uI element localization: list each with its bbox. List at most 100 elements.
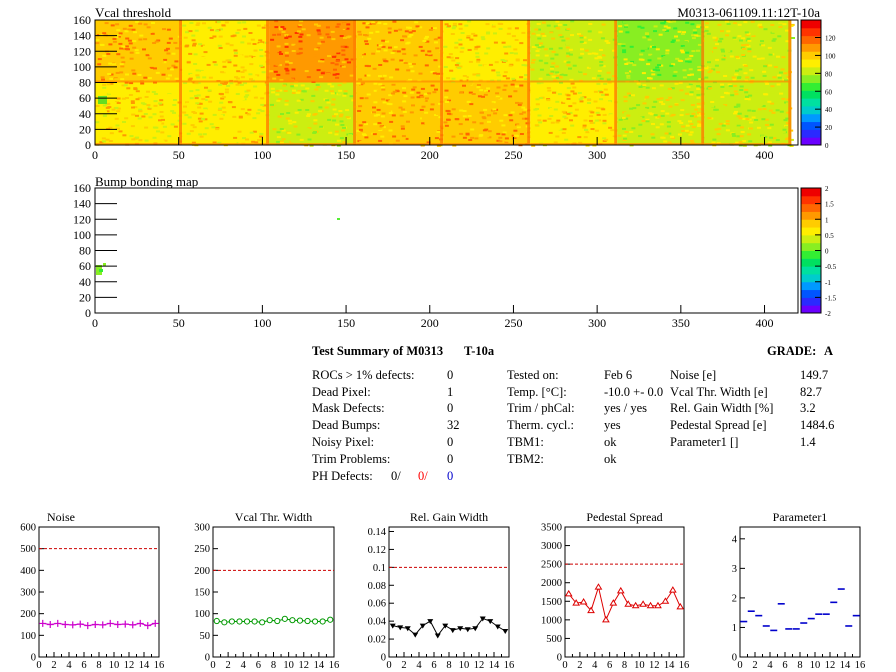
vcal-pixel xyxy=(132,40,137,43)
vcal-pixel xyxy=(224,91,229,94)
vcal-pixel xyxy=(510,111,515,114)
defect-value-1: 1 xyxy=(447,384,454,399)
vcal-pixel xyxy=(204,86,208,89)
vcal-pixel xyxy=(150,32,155,35)
vcal-pixel xyxy=(539,81,544,84)
vcal-pixel xyxy=(712,138,717,141)
vcal-pixel xyxy=(194,97,199,100)
vcal-pixel xyxy=(783,77,788,80)
vcal-pixel xyxy=(729,65,734,68)
vcal-pixel xyxy=(162,28,166,31)
vcal-pixel xyxy=(291,64,296,67)
plot-point xyxy=(564,589,573,597)
vcal-pixel xyxy=(372,67,377,70)
vcal-pixel xyxy=(391,81,396,84)
vcal-pixel xyxy=(551,37,556,40)
vcal-pixel xyxy=(512,79,517,82)
vcal-pixel xyxy=(598,90,603,93)
vcal-pixel xyxy=(284,45,289,48)
vcal-pixel xyxy=(193,63,198,65)
vcal-pixel xyxy=(542,119,547,122)
vcal-roc-edge xyxy=(443,80,531,83)
vcal-pixel xyxy=(371,21,376,24)
vcal-pixel xyxy=(519,42,524,45)
vcal-pixel xyxy=(765,124,769,126)
vcal-pixel xyxy=(102,32,107,35)
vcal-pixel xyxy=(400,77,404,80)
vcal-pixel xyxy=(375,30,380,33)
vcal-pixel xyxy=(202,82,207,85)
plot-title: Noise xyxy=(47,510,75,524)
vcal-pixel xyxy=(462,75,467,77)
vcal-pixel xyxy=(260,41,265,44)
plot-xtick-label: 14 xyxy=(489,660,500,671)
vcal-pixel xyxy=(608,126,613,129)
vcal-pixel xyxy=(651,73,656,76)
vcal-pixel xyxy=(400,125,405,128)
vcal-pixel xyxy=(297,25,302,28)
vcal-pixel xyxy=(717,127,722,130)
vcal-pixel xyxy=(234,133,239,136)
condition-value-1: -10.0 +- 0.0 xyxy=(604,384,664,399)
vcal-pixel xyxy=(497,129,502,132)
bump-zscale-band xyxy=(801,203,821,212)
vcal-pixel xyxy=(696,102,701,105)
vcal-pixel xyxy=(249,63,254,66)
plot-xtick-label: 0 xyxy=(386,660,391,671)
vcal-pixel xyxy=(783,72,788,75)
plot-ytick-label: 50 xyxy=(200,631,211,642)
vcal-pixel xyxy=(277,102,282,104)
vcal-pixel xyxy=(476,60,481,63)
vcal-pixel xyxy=(704,26,709,29)
plot-point xyxy=(419,623,426,629)
vcal-pixel xyxy=(271,116,275,119)
vcal-pixel xyxy=(744,115,749,118)
vcal-roc-edge xyxy=(269,80,357,83)
vcal-pixel xyxy=(108,126,113,129)
vcal-dead-bumps xyxy=(98,96,107,104)
vcal-pixel xyxy=(479,111,484,114)
vcal-pixel xyxy=(366,93,371,96)
vcal-pixel xyxy=(486,32,490,35)
vcal-pixel xyxy=(596,113,601,116)
vcal-pixel xyxy=(436,144,441,147)
vcal-pixel xyxy=(237,21,242,24)
vcal-pixel xyxy=(477,95,482,98)
vcal-pixel xyxy=(305,109,310,111)
plot-xtick-label: 8 xyxy=(446,660,451,671)
vcal-pixel xyxy=(647,77,651,80)
vcal-pixel xyxy=(624,72,629,75)
vcal-pixel xyxy=(125,73,129,76)
vcal-pixel xyxy=(339,120,344,123)
defect-value-0: 0 xyxy=(447,368,454,382)
vcal-pixel xyxy=(299,98,304,101)
vcal-pixel xyxy=(682,69,687,72)
vcal-pixel xyxy=(478,62,482,65)
vcal-pixel xyxy=(622,134,627,137)
vcal-pixel xyxy=(216,21,221,23)
vcal-pixel xyxy=(678,81,683,84)
vcal-pixel xyxy=(444,23,449,26)
vcal-pixel xyxy=(558,34,563,37)
vcal-pixel xyxy=(427,50,432,53)
vcal-pixel xyxy=(784,79,788,82)
vcal-pixel xyxy=(296,99,301,102)
vcal-pixel xyxy=(715,43,719,46)
vcal-pixel xyxy=(660,22,665,25)
vcal-pixel xyxy=(763,135,768,138)
vcal-pixel xyxy=(122,134,127,137)
vcal-pixel xyxy=(668,105,673,108)
vcal-pixel xyxy=(747,133,752,136)
vcal-pixel xyxy=(521,116,526,119)
vcal-pixel xyxy=(604,138,609,141)
vcal-pixel xyxy=(506,32,511,35)
vcal-pixel xyxy=(648,53,653,56)
vcal-pixel xyxy=(314,88,319,91)
vcal-pixel xyxy=(566,87,571,90)
vcal-pixel xyxy=(688,120,692,123)
vcal-pixel xyxy=(769,123,774,126)
vcal-pixel xyxy=(696,85,701,87)
vcal-pixel xyxy=(601,112,606,115)
vcal-pixel xyxy=(623,107,628,110)
vcal-pixel xyxy=(578,119,583,122)
